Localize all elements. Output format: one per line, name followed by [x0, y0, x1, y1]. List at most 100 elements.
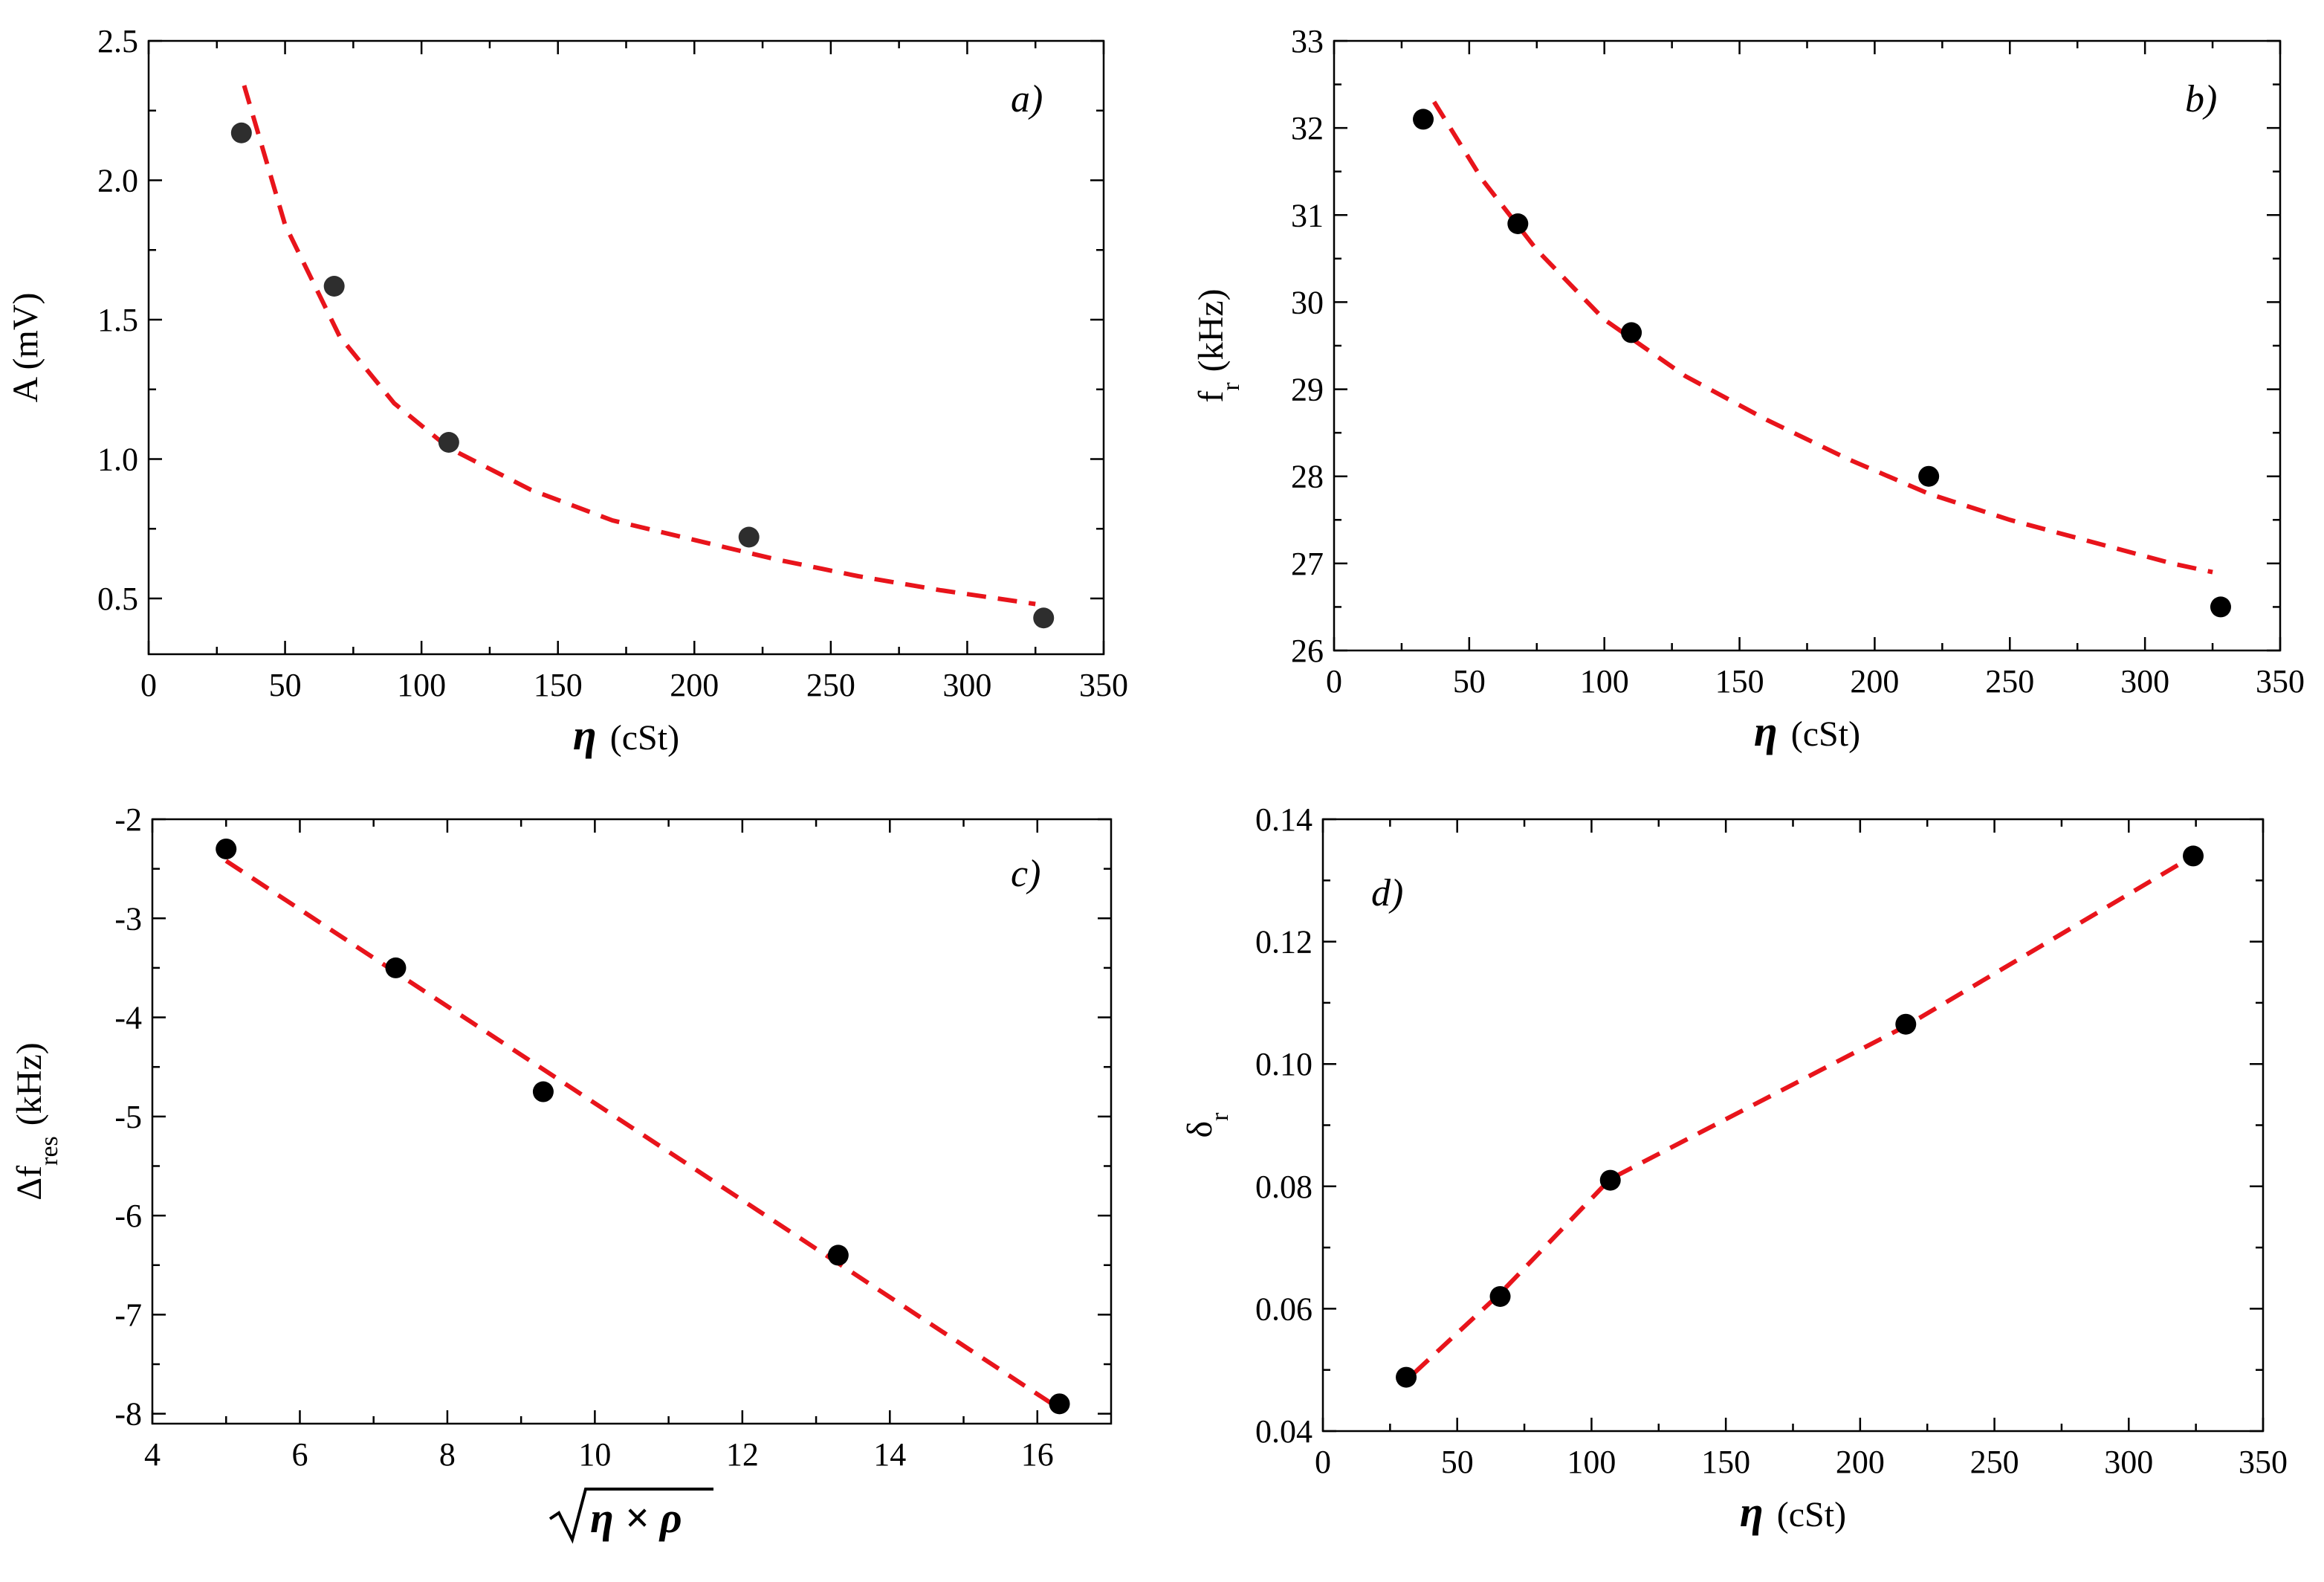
x-tick-label-d: 150 [1701, 1444, 1750, 1480]
x-axis-label-b: η (cSt) [1754, 707, 1860, 755]
x-axis-label-c: η × ρ [590, 1494, 682, 1542]
y-tick-label-c: -2 [114, 801, 142, 838]
y-axis-main: f [1191, 391, 1231, 403]
y-tick-label-d: 0.10 [1255, 1046, 1312, 1082]
fit-curve-a [242, 85, 1036, 607]
eta-symbol: η [1740, 1488, 1764, 1536]
panel-c: 4 6 8 10 12 14 16 -8 -7 -6 -5 -4 -3 -2 c) η × ρ Δfres (kH… [10, 801, 1113, 1544]
y-tick-label-c: -5 [114, 1099, 142, 1135]
data-point-c [216, 838, 237, 859]
data-point-a [1033, 607, 1055, 629]
y-axis-unit: (kHz) [10, 1042, 49, 1126]
y-tick-label-d: 0.06 [1255, 1291, 1312, 1327]
data-point-a [438, 432, 459, 453]
y-tick-label-c: -8 [114, 1396, 142, 1433]
x-tick-label-b: 100 [1580, 663, 1629, 700]
data-point-a [738, 526, 760, 548]
x-tick-label-c: 10 [578, 1436, 611, 1473]
panel-a: 0 50 100 150 200 250 300 350 0.5 1.0 1.5 2.0 2.5 a) η (… [6, 23, 1128, 759]
y-tick-label-a: 1.0 [97, 442, 138, 478]
x-tick-label-b: 150 [1715, 663, 1764, 700]
x-tick-label-d: 50 [1441, 1444, 1474, 1480]
x-tick-label-b: 0 [1326, 663, 1342, 700]
x-tick-label-d: 300 [2104, 1444, 2153, 1480]
y-axis-label-d: δr [1180, 1112, 1234, 1138]
eta-symbol: η [573, 711, 597, 759]
x-tick-label-c: 4 [144, 1436, 161, 1473]
y-tick-label-b: 30 [1291, 284, 1324, 320]
y-axis-unit: (kHz) [1191, 288, 1231, 372]
data-point-c [827, 1244, 849, 1266]
y-tick-label-a: 1.5 [97, 302, 138, 338]
y-tick-label-d: 0.12 [1255, 924, 1312, 960]
y-tick-label-d: 0.08 [1255, 1169, 1312, 1205]
y-axis-text: A (mV) [6, 293, 45, 403]
y-axis-main: Δf [10, 1166, 49, 1201]
x-tick-label-a: 50 [269, 667, 302, 703]
x-tick-label-b: 200 [1850, 663, 1899, 700]
x-axis-label-d: η (cSt) [1740, 1488, 1846, 1536]
y-tick-label-b: 27 [1291, 546, 1324, 582]
x-tick-label-a: 350 [1079, 667, 1128, 703]
panel-d: 0 50 100 150 200 250 300 350 0.04 0.06 0.08 0.10 0.1… [1180, 801, 2288, 1536]
x-tick-label-a: 100 [397, 667, 446, 703]
plot-frame-c [151, 818, 1113, 1425]
y-axis-label-b: fr (kHz) [1191, 288, 1245, 402]
x-tick-label-d: 0 [1315, 1444, 1331, 1480]
x-tick-label-d: 200 [1836, 1444, 1885, 1480]
panel-label-b: b) [2185, 78, 2217, 120]
x-tick-label-a: 0 [140, 667, 157, 703]
panel-label-c: c) [1011, 853, 1040, 895]
y-tick-label-b: 29 [1291, 372, 1324, 408]
x-tick-label-c: 6 [291, 1436, 308, 1473]
x-tick-label-d: 250 [1970, 1444, 2019, 1480]
y-tick-label-a: 2.5 [97, 23, 138, 59]
x-axis-unit: (cSt) [610, 718, 679, 758]
x-tick-label-a: 250 [806, 667, 855, 703]
x-tick-label-c: 12 [726, 1436, 759, 1473]
y-axis-main: δ [1180, 1121, 1220, 1138]
y-tick-label-d: 0.04 [1255, 1413, 1312, 1450]
x-tick-label-a: 150 [534, 667, 583, 703]
x-tick-label-d: 350 [2239, 1444, 2288, 1480]
fit-curve-b [1432, 100, 2213, 575]
y-tick-label-d: 0.14 [1255, 801, 1312, 838]
y-tick-label-a: 0.5 [97, 581, 138, 617]
data-point-c [385, 957, 407, 978]
x-tick-label-c: 14 [873, 1436, 906, 1473]
plot-frame-d [1321, 818, 2265, 1433]
data-point-d [1489, 1285, 1511, 1307]
data-point-b [1918, 465, 1940, 487]
y-tick-label-b: 31 [1291, 197, 1324, 233]
x-tick-label-a: 300 [942, 667, 991, 703]
data-point-b [1413, 109, 1434, 130]
data-point-c [1049, 1393, 1070, 1415]
y-axis-label-a: A (mV) [6, 293, 45, 403]
x-tick-label-a: 200 [670, 667, 719, 703]
data-point-d [1396, 1366, 1417, 1388]
data-point-d [1895, 1013, 1917, 1035]
y-axis-label-c: Δfres (kHz) [10, 1042, 63, 1200]
y-tick-label-c: -3 [114, 900, 142, 937]
y-tick-label-c: -6 [114, 1198, 142, 1234]
x-tick-label-c: 16 [1021, 1436, 1054, 1473]
y-tick-label-b: 26 [1291, 633, 1324, 669]
x-axis-unit: (cSt) [1791, 714, 1860, 754]
data-point-d [2183, 845, 2204, 867]
plot-frame-b [1333, 39, 2282, 652]
y-axis-sub: r [1217, 382, 1245, 391]
data-point-a [230, 122, 252, 143]
y-tick-label-b: 28 [1291, 459, 1324, 495]
x-tick-label-c: 8 [439, 1436, 456, 1473]
data-point-b [1621, 322, 1642, 343]
fit-curve-d [1412, 853, 2195, 1375]
y-tick-label-b: 33 [1291, 23, 1324, 59]
data-point-d [1599, 1169, 1621, 1191]
x-tick-label-d: 100 [1567, 1444, 1616, 1480]
x-tick-label-b: 250 [1985, 663, 2034, 700]
x-tick-label-b: 300 [2120, 663, 2169, 700]
data-point-b [1507, 213, 1529, 234]
data-point-c [532, 1081, 554, 1102]
fit-curve-c [224, 859, 1054, 1406]
